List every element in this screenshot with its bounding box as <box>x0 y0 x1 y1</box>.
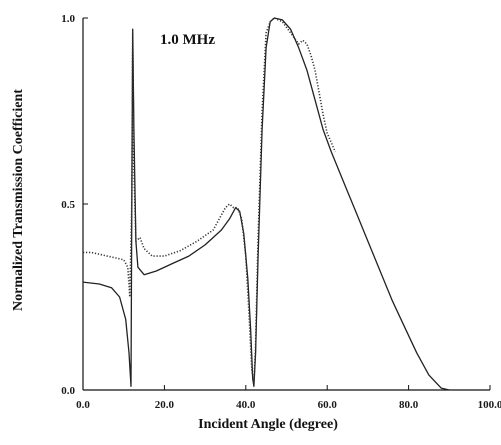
series-lines <box>82 17 450 391</box>
x-tick-label: 100.0 <box>478 399 501 411</box>
x-tick-label: 20.0 <box>155 399 175 411</box>
y-tick-label: 0.5 <box>61 199 75 211</box>
x-tick-label: 60.0 <box>318 399 338 411</box>
ticks: 0.0 20.0 40.0 60.0 80.0 100.0 0.0 0.5 1.0 <box>61 13 501 411</box>
y-tick-label: 0.0 <box>61 385 75 397</box>
frequency-annotation: 1.0 MHz <box>160 32 215 48</box>
series-line-dotted <box>83 17 337 384</box>
y-tick-label: 1.0 <box>61 13 75 25</box>
x-tick-label: 40.0 <box>236 399 256 411</box>
x-tick-label: 0.0 <box>76 399 90 411</box>
y-axis-title: Normalized Transmission Coefficient <box>11 89 26 311</box>
series-line-solid <box>82 17 450 391</box>
x-axis-title: Incident Angle (degree) <box>198 417 338 432</box>
x-tick-label: 80.0 <box>399 399 419 411</box>
axes <box>82 18 490 391</box>
